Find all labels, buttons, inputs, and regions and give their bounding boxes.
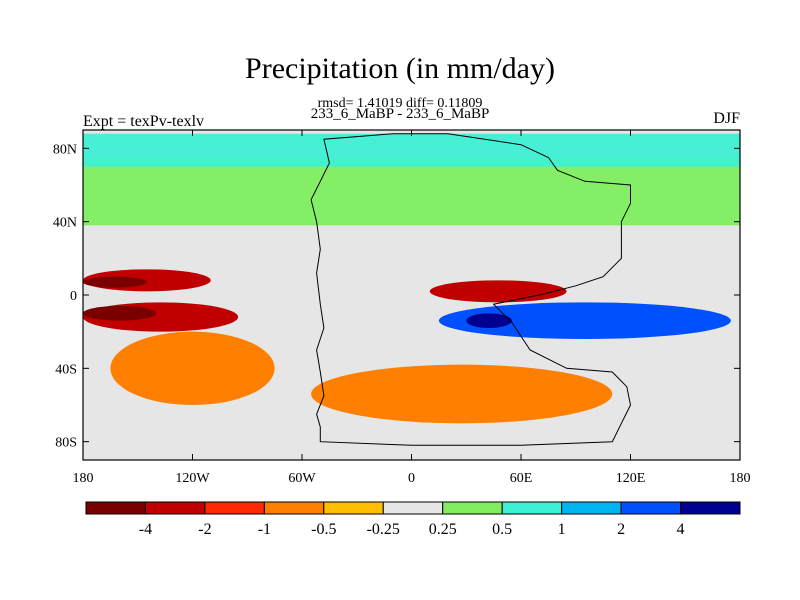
x-tick-label: 180 [730, 471, 751, 486]
region-pacific-north-core [83, 276, 147, 288]
colorbar-swatch [144, 501, 206, 515]
colorbar-label: 1 [558, 521, 566, 538]
colorbar-swatch [620, 501, 682, 515]
colorbar: -4 -2 -1 -0.5 -0.25 0.25 0.5 1 2 4 [85, 501, 741, 538]
x-tick-label: 120W [175, 471, 210, 486]
colorbar-label: 0.5 [492, 521, 512, 538]
x-axis: 180 120W 60W 0 60E 120E 180 [73, 130, 751, 486]
region-arctic-cyan [83, 133, 740, 167]
colorbar-label: -0.25 [367, 521, 400, 538]
chart-title: Precipitation (in mm/day) [245, 52, 555, 85]
y-tick-label: 0 [70, 289, 77, 304]
colorbar-label: 2 [617, 521, 625, 538]
colorbar-swatch [680, 501, 741, 515]
x-tick-label: 0 [408, 471, 415, 486]
season-label: DJF [713, 110, 740, 127]
colorbar-swatch [561, 501, 622, 515]
colorbar-label: -0.5 [311, 521, 336, 538]
colorbar-label: 4 [677, 521, 685, 538]
coastline-outline [310, 133, 632, 446]
region-northern-green [83, 157, 740, 226]
colorbar-swatch [204, 501, 265, 515]
colorbar-swatch [501, 501, 563, 515]
colorbar-label: -1 [258, 521, 271, 538]
region-indian-ocean-blue [438, 302, 731, 339]
y-tick-label: 40S [55, 362, 77, 377]
colorbar-label: -4 [139, 521, 152, 538]
stats-line: rmsd= 1.41019 diff= 0.11809 [317, 96, 483, 111]
region-pacific-south-core [83, 306, 156, 321]
region-south-pacific-plume [110, 331, 275, 406]
x-tick-label: 60W [288, 471, 316, 486]
region-indian-ocean-core [466, 313, 512, 328]
experiment-label: Expt = texPv-texlv [83, 113, 205, 130]
chart-subtitle: 233_6_MaBP - 233_6_MaBP [310, 106, 490, 122]
colorbar-label: 0.25 [429, 521, 457, 538]
colorbar-swatch [263, 501, 325, 515]
y-tick-label: 40N [53, 216, 77, 231]
colorbar-label: -2 [198, 521, 211, 538]
x-tick-label: 120E [616, 471, 646, 486]
colorbar-swatch [323, 501, 384, 515]
continent-outline [310, 133, 632, 446]
x-tick-label: 180 [73, 471, 94, 486]
y-tick-label: 80N [53, 142, 77, 157]
y-axis: 80N 40N 0 40S 80S [53, 142, 740, 451]
region-africa-indian-red [429, 280, 567, 303]
region-southern-ocean-orange [311, 364, 613, 424]
x-tick-label: 60E [510, 471, 533, 486]
colorbar-swatch [442, 501, 503, 515]
colorbar-swatch [382, 501, 444, 515]
colorbar-swatch [85, 501, 146, 515]
map-layer [83, 130, 740, 460]
y-tick-label: 80S [55, 436, 77, 451]
